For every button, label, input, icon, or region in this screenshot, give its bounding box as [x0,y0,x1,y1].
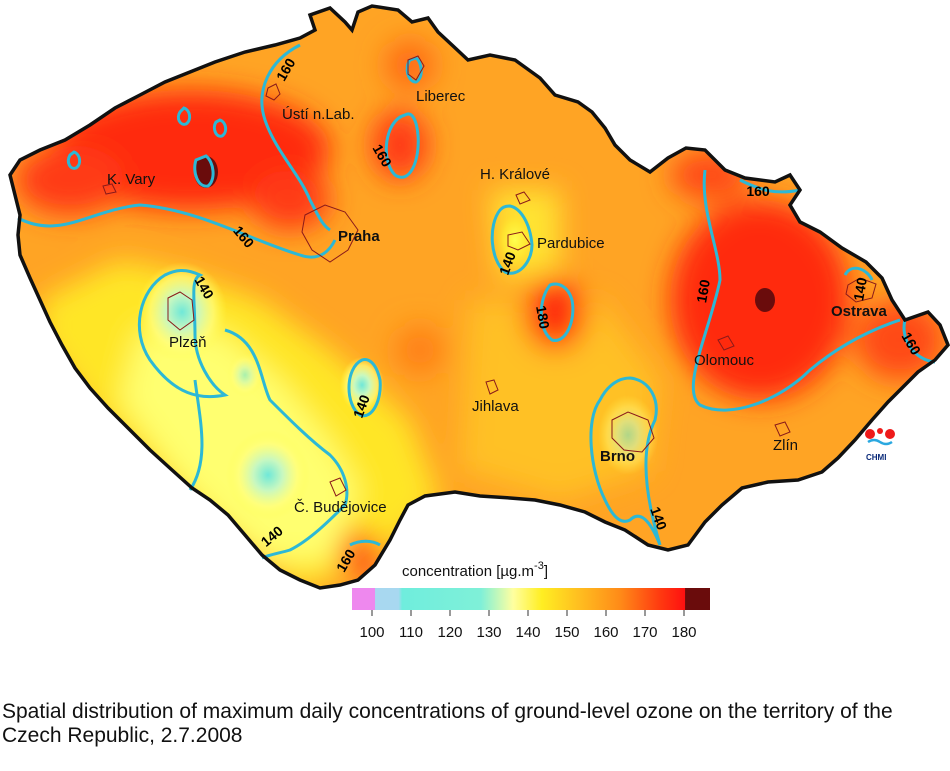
city-label: Č. Budějovice [294,499,387,516]
contour-label: 140 [647,505,670,533]
city-label: Plzeň [169,334,207,351]
legend-tick-label: 100 [359,624,384,641]
ozone-map: 1601601601401401801401401401601601401601… [8,4,950,641]
legend-tick-label: 160 [593,624,618,641]
contour-label: 140 [350,392,373,420]
city-label: Pardubice [537,235,605,252]
legend-tick-label: 130 [476,624,501,641]
contour-label: 180 [533,304,553,330]
city-outlines [102,55,877,497]
legend-ticks: 100 110 120 130 140 150 160 170 180 [359,610,697,641]
city-label: Zlín [773,437,798,454]
contour-labels: 1601601601401401801401401401601601401601… [192,55,925,574]
city-label: Ostrava [831,303,888,320]
concentration-field [10,6,948,588]
city-label: Brno [600,448,635,465]
legend-tick-label: 150 [554,624,579,641]
logo-circle-left [865,429,875,439]
figure-caption: Spatial distribution of maximum daily co… [2,700,893,747]
chmi-logo: CHMI [865,428,895,462]
city-label: Ústí n.Lab. [282,106,355,123]
logo-text: CHMI [866,453,886,462]
legend-title: concentration [µg.m-3] [402,560,548,580]
contour-label: 140 [850,276,870,302]
legend: concentration [µg.m-3] 100 110 120 130 140 15… [352,560,710,641]
contour-label: 160 [693,278,713,304]
legend-tick-label: 180 [671,624,696,641]
city-label: K. Vary [107,171,156,188]
logo-circle-mid [877,428,883,434]
contour-label: 160 [746,183,770,199]
city-label: Olomouc [694,352,755,369]
legend-tick-label: 140 [515,624,540,641]
city-label: Liberec [416,88,466,105]
city-label: H. Králové [480,166,550,183]
contour-lines [17,43,936,560]
city-label: Jihlava [472,398,519,415]
logo-circle-right [885,429,895,439]
contour-label: 140 [496,249,519,277]
city-labels: Ústí n.Lab. Liberec K. Vary H. Králové Praha… [107,88,888,516]
city-label: Praha [338,228,380,245]
legend-tick-label: 170 [632,624,657,641]
logo-wave [867,438,893,446]
legend-tick-label: 110 [399,624,423,641]
legend-colorbar [352,588,710,610]
legend-tick-label: 120 [437,624,462,641]
